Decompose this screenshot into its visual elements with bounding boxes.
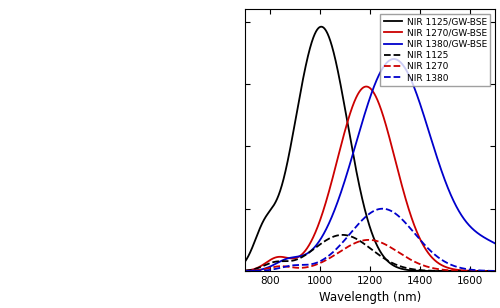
NIR 1380/GW-BSE xyxy=(242,269,248,273)
NIR 1380 xyxy=(286,264,292,268)
NIR 1380 xyxy=(338,242,344,246)
Line: NIR 1270: NIR 1270 xyxy=(245,240,495,271)
Line: NIR 1380/GW-BSE: NIR 1380/GW-BSE xyxy=(245,59,495,271)
NIR 1125/GW-BSE xyxy=(318,25,324,29)
NIR 1125 xyxy=(242,269,248,273)
NIR 1380 xyxy=(487,269,493,273)
NIR 1270/GW-BSE xyxy=(348,107,354,111)
NIR 1380 xyxy=(348,230,354,234)
NIR 1270 xyxy=(286,265,292,269)
NIR 1125 xyxy=(460,269,466,273)
NIR 1125/GW-BSE xyxy=(460,269,466,273)
NIR 1380/GW-BSE xyxy=(460,216,466,220)
NIR 1270/GW-BSE xyxy=(492,269,498,273)
NIR 1380/GW-BSE xyxy=(286,256,292,260)
NIR 1270/GW-BSE xyxy=(242,269,248,273)
NIR 1125 xyxy=(270,260,276,264)
Line: NIR 1125: NIR 1125 xyxy=(245,235,495,271)
NIR 1270 xyxy=(492,269,498,273)
NIR 1125/GW-BSE xyxy=(270,204,276,208)
NIR 1270/GW-BSE xyxy=(270,256,276,260)
NIR 1125/GW-BSE xyxy=(242,260,248,263)
NIR 1270 xyxy=(460,269,466,273)
NIR 1125/GW-BSE xyxy=(492,269,498,273)
NIR 1380 xyxy=(380,207,386,211)
NIR 1125 xyxy=(492,269,498,273)
NIR 1125 xyxy=(340,233,345,237)
Line: NIR 1270/GW-BSE: NIR 1270/GW-BSE xyxy=(245,87,495,271)
NIR 1125/GW-BSE xyxy=(349,145,355,149)
NIR 1270 xyxy=(270,265,276,269)
NIR 1380 xyxy=(492,269,498,273)
NIR 1270/GW-BSE xyxy=(487,269,493,273)
NIR 1380/GW-BSE xyxy=(391,57,397,61)
NIR 1380 xyxy=(270,267,276,271)
NIR 1270/GW-BSE xyxy=(364,85,370,88)
NIR 1125 xyxy=(349,235,355,239)
NIR 1270 xyxy=(487,269,493,273)
NIR 1125/GW-BSE xyxy=(338,85,344,88)
NIR 1270/GW-BSE xyxy=(460,269,466,272)
NIR 1380/GW-BSE xyxy=(270,263,276,267)
NIR 1270 xyxy=(366,238,372,242)
Y-axis label: Absorption coefficient: Absorption coefficient xyxy=(198,75,211,205)
NIR 1125 xyxy=(286,259,292,263)
Line: NIR 1380: NIR 1380 xyxy=(245,209,495,271)
X-axis label: Wavelength (nm): Wavelength (nm) xyxy=(319,291,421,304)
NIR 1125 xyxy=(487,269,493,273)
NIR 1270 xyxy=(242,269,248,273)
NIR 1380 xyxy=(460,267,466,270)
NIR 1380/GW-BSE xyxy=(338,191,344,194)
NIR 1125/GW-BSE xyxy=(286,156,292,160)
NIR 1270 xyxy=(348,243,354,246)
NIR 1125/GW-BSE xyxy=(487,269,493,273)
NIR 1380/GW-BSE xyxy=(348,156,354,160)
NIR 1270/GW-BSE xyxy=(338,144,344,148)
NIR 1270/GW-BSE xyxy=(286,256,292,260)
NIR 1125 xyxy=(338,233,344,237)
NIR 1380/GW-BSE xyxy=(487,239,493,243)
Line: NIR 1125/GW-BSE: NIR 1125/GW-BSE xyxy=(245,27,495,271)
NIR 1380 xyxy=(242,269,248,273)
Legend: NIR 1125/GW-BSE, NIR 1270/GW-BSE, NIR 1380/GW-BSE, NIR 1125, NIR 1270, NIR 1380: NIR 1125/GW-BSE, NIR 1270/GW-BSE, NIR 13… xyxy=(380,14,490,86)
NIR 1380/GW-BSE xyxy=(492,241,498,245)
NIR 1270 xyxy=(338,249,344,253)
